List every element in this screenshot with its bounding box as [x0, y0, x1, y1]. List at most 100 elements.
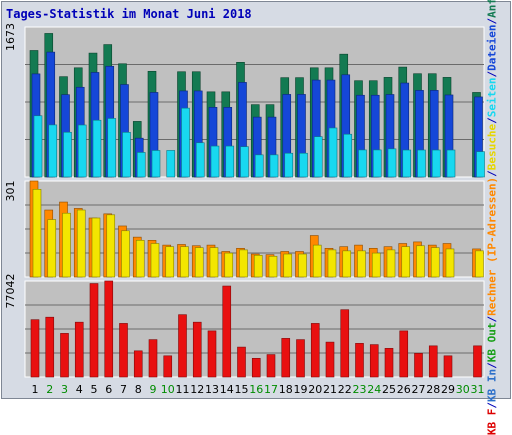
legend-item: Dateien	[485, 24, 499, 71]
bar-kb-day-27	[414, 353, 423, 378]
bar-kb-day-17	[266, 354, 276, 378]
legend-separator: /	[485, 362, 499, 369]
x-tick-label-day-3: 3	[61, 383, 68, 396]
bar-seiten-day-17	[269, 154, 279, 178]
bar-besuche-day-10	[165, 246, 175, 278]
legend-item: KB F	[485, 408, 499, 435]
x-tick-label-day-27: 27	[412, 383, 426, 396]
bar-seiten-day-7	[122, 132, 131, 178]
bar-besuche-day-27	[416, 245, 425, 278]
bar-besuche-day-2	[47, 219, 57, 278]
bar-kb-day-26	[399, 330, 409, 378]
bar-besuche-day-3	[62, 212, 71, 278]
legend-separator: /	[485, 170, 499, 177]
bar-kb-day-6	[104, 280, 114, 378]
bar-kb-day-1	[30, 319, 40, 378]
bar-kb-day-23	[355, 343, 364, 378]
bar-kb-day-25	[384, 348, 394, 378]
bar-besuche-day-17	[268, 255, 278, 278]
bar-besuche-day-6	[106, 214, 116, 278]
bar-seiten-day-31	[476, 151, 485, 178]
x-tick-label-day-28: 28	[426, 383, 440, 396]
legend-separator: /	[485, 70, 499, 78]
bar-seiten-day-15	[240, 146, 249, 178]
bar-seiten-day-23	[358, 149, 367, 178]
bar-seiten-day-18	[284, 152, 294, 178]
legend-item: KB Out	[485, 322, 499, 363]
x-tick-label-day-26: 26	[397, 383, 411, 396]
x-tick-label-day-4: 4	[76, 383, 83, 396]
x-tick-label-day-12: 12	[190, 383, 204, 396]
bar-seiten-day-28	[431, 149, 441, 178]
bar-kb-day-16	[251, 358, 261, 378]
bar-seiten-day-20	[313, 136, 323, 178]
panel-middle-ymax-label: 301	[4, 181, 17, 202]
bar-besuche-day-24	[371, 252, 381, 278]
bar-kb-day-29	[443, 355, 453, 378]
x-tick-label-day-2: 2	[46, 383, 53, 396]
bar-seiten-day-9	[151, 150, 161, 178]
bar-besuche-day-12	[194, 247, 204, 278]
legend-item: Seiten	[485, 77, 499, 118]
bar-seiten-day-26	[402, 149, 412, 178]
x-tick-label-day-10: 10	[161, 383, 175, 396]
bar-besuche-day-23	[357, 250, 366, 278]
bar-kb-day-7	[119, 323, 128, 378]
x-tick-label-day-21: 21	[323, 383, 337, 396]
legend-separator: /	[485, 17, 499, 25]
x-tick-label-day-5: 5	[91, 383, 98, 396]
bar-seiten-day-25	[387, 148, 397, 178]
bar-kb-day-11	[178, 314, 187, 378]
bar-seiten-day-4	[77, 124, 87, 178]
x-tick-label-day-1: 1	[32, 383, 39, 396]
x-tick-label-day-31: 31	[471, 383, 485, 396]
bar-kb-day-28	[428, 345, 438, 378]
x-tick-label-day-7: 7	[120, 383, 127, 396]
x-tick-label-day-17: 17	[264, 383, 278, 396]
panel-top-ymax-label: 1673	[4, 23, 17, 51]
bar-besuche-day-26	[401, 246, 411, 278]
bar-seiten-day-5	[92, 119, 102, 178]
bar-seiten-day-2	[48, 124, 58, 178]
bar-kb-day-20	[310, 323, 320, 378]
bar-seiten-day-10	[166, 150, 176, 178]
legend-item: Rechner (IP-Adressen)	[485, 176, 499, 316]
legend-item: Anfragen	[486, 0, 499, 18]
bar-besuche-day-1	[32, 188, 42, 278]
legend-separator: /	[485, 315, 499, 323]
bar-besuche-day-20	[312, 244, 322, 278]
bar-besuche-day-9	[150, 243, 160, 278]
bar-kb-day-18	[281, 338, 291, 378]
x-tick-label-day-25: 25	[382, 383, 396, 396]
legend-item: Besuche	[485, 123, 499, 171]
bar-seiten-day-29	[446, 149, 456, 178]
bar-seiten-day-16	[254, 154, 264, 178]
x-tick-label-day-13: 13	[205, 383, 219, 396]
bar-besuche-day-25	[386, 249, 396, 278]
bar-besuche-day-4	[76, 209, 86, 278]
bar-seiten-day-12	[195, 142, 205, 178]
chart-title: Tages-Statistik im Monat Juni 2018	[6, 7, 252, 21]
bar-kb-day-14	[222, 285, 232, 378]
x-tick-label-day-14: 14	[220, 383, 234, 396]
bar-besuche-day-22	[342, 250, 352, 278]
bar-seiten-day-3	[63, 131, 72, 178]
bar-kb-day-8	[133, 350, 143, 378]
bar-kb-day-15	[237, 346, 246, 378]
bar-kb-day-19	[296, 339, 305, 378]
bar-seiten-day-19	[299, 152, 308, 178]
x-tick-label-day-29: 29	[441, 383, 455, 396]
x-tick-label-day-24: 24	[367, 383, 381, 396]
bar-seiten-day-11	[181, 107, 190, 178]
x-tick-label-day-8: 8	[135, 383, 142, 396]
x-tick-label-day-9: 9	[150, 383, 157, 396]
bar-kb-day-24	[369, 344, 379, 378]
bar-seiten-day-6	[107, 118, 117, 178]
x-tick-label-day-16: 16	[249, 383, 263, 396]
bar-besuche-day-21	[327, 249, 337, 278]
bar-kb-day-3	[60, 333, 69, 378]
bar-seiten-day-8	[136, 152, 146, 178]
bar-kb-day-4	[74, 321, 84, 378]
bar-besuche-day-8	[135, 240, 145, 278]
